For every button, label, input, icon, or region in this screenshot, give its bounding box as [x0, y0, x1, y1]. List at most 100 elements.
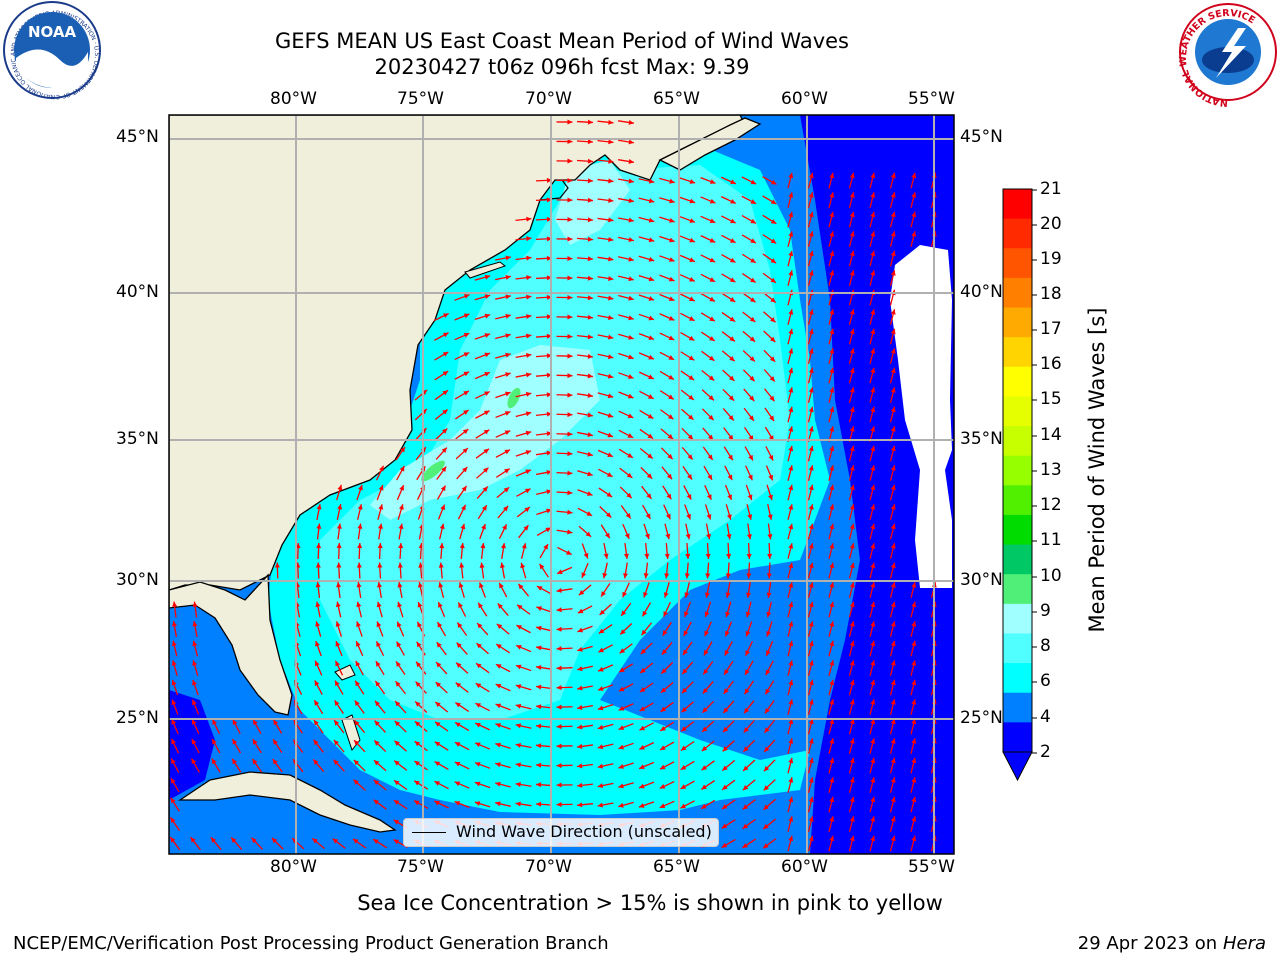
- wind-arrow-head: [374, 700, 381, 707]
- wind-arrow-head: [683, 630, 689, 637]
- wind-arrow-head: [525, 469, 531, 475]
- wind-arrow-head: [701, 745, 708, 751]
- wind-arrow-head: [849, 543, 855, 549]
- wind-arrow-head: [546, 392, 552, 398]
- wind-arrow-head: [474, 801, 481, 806]
- wind-arrow-head: [171, 719, 177, 725]
- wind-arrow-head: [766, 611, 772, 618]
- wind-arrow-head: [705, 553, 711, 559]
- colorbar-tick-label: 19: [1040, 249, 1062, 269]
- wind-arrow-head: [515, 801, 521, 807]
- wind-arrow-head: [829, 816, 835, 822]
- wind-arrow-head: [808, 309, 814, 315]
- wind-arrow-head: [661, 668, 667, 674]
- wind-arrow-head: [587, 139, 593, 145]
- wind-arrow-head: [232, 719, 238, 725]
- wind-arrow-head: [397, 562, 403, 568]
- wind-arrow-head: [353, 759, 360, 766]
- wind-arrow-head: [890, 367, 896, 374]
- wind-arrow-head: [668, 335, 675, 341]
- wind-arrow-head: [639, 706, 646, 712]
- wind-arrow-head: [747, 494, 753, 501]
- wind-arrow-head: [870, 582, 876, 588]
- wind-arrow-head: [727, 454, 733, 461]
- wind-arrow-head: [457, 622, 463, 628]
- wind-arrow-head: [728, 415, 734, 421]
- wind-arrow-head: [526, 216, 532, 222]
- wind-arrow-head: [870, 640, 876, 647]
- wind-arrow-head: [744, 707, 750, 714]
- wind-arrow-head: [911, 211, 917, 218]
- colorbar-tick-label: 10: [1040, 566, 1062, 586]
- wind-arrow-head: [747, 474, 753, 481]
- wind-arrow-head: [454, 742, 461, 747]
- wind-arrow-head: [435, 701, 441, 708]
- colorbar-tick-label: 18: [1040, 284, 1062, 304]
- wind-arrow-head: [479, 582, 484, 589]
- wind-arrow-head: [505, 255, 511, 261]
- wind-arrow-head: [911, 601, 917, 608]
- wind-arrow-head: [648, 315, 655, 321]
- wind-arrow-head: [729, 238, 736, 243]
- lat-label-right-35n: 35°N: [960, 429, 1003, 449]
- lon-label-top-70w: 70°W: [525, 89, 572, 109]
- wind-arrow-head: [440, 504, 445, 511]
- wind-arrow-head: [725, 592, 731, 598]
- wind-arrow-head: [729, 316, 736, 322]
- wind-arrow-head: [624, 533, 630, 539]
- colorbar-swatch: [1003, 337, 1032, 368]
- wind-arrow-head: [911, 679, 917, 686]
- wind-arrow-head: [556, 646, 562, 652]
- wind-arrow-head: [849, 211, 855, 218]
- wind-arrow-head: [808, 835, 814, 842]
- wind-arrow-head: [808, 504, 814, 510]
- wind-arrow-head: [748, 454, 753, 461]
- wind-arrow-head: [808, 445, 814, 452]
- wind-arrow-head: [641, 629, 647, 636]
- wind-arrow-head: [499, 582, 504, 589]
- wind-arrow-head: [808, 523, 814, 530]
- wind-arrow-head: [788, 582, 794, 588]
- deep-blue-sw: [169, 690, 215, 800]
- wind-arrow-head: [626, 492, 632, 499]
- wind-arrow-head: [705, 573, 711, 579]
- wind-arrow-head: [808, 718, 814, 725]
- wind-arrow-head: [626, 472, 633, 478]
- wind-arrow-head: [414, 780, 420, 786]
- colorbar-swatch: [1003, 426, 1032, 457]
- wind-arrow-head: [455, 722, 461, 728]
- wind-arrow-head: [475, 703, 482, 708]
- lon-label-top-75w: 75°W: [397, 89, 444, 109]
- wind-arrow-head: [525, 391, 532, 397]
- wind-arrow-head: [398, 543, 404, 549]
- lon-label-bottom-80w: 80°W: [270, 857, 317, 877]
- wind-arrow-head: [607, 373, 614, 379]
- wind-arrow-head: [567, 431, 573, 437]
- wind-arrow-head: [788, 172, 794, 179]
- wind-arrow-head: [890, 679, 896, 686]
- wind-arrow-head: [397, 621, 402, 628]
- wind-arrow-head: [723, 707, 729, 714]
- wind-arrow-head: [463, 390, 469, 396]
- wind-arrow-head: [702, 707, 708, 713]
- wind-arrow-head: [627, 393, 634, 399]
- wind-arrow-head: [870, 270, 876, 276]
- wind-arrow-head: [747, 514, 753, 520]
- wind-arrow-head: [376, 641, 381, 647]
- wind-arrow-head: [622, 591, 628, 598]
- wind-arrow-head: [788, 699, 794, 705]
- wind-arrow-head: [583, 552, 589, 559]
- wind-arrow-head: [417, 621, 422, 628]
- wind-arrow-head: [849, 621, 855, 627]
- wind-arrow-head: [567, 470, 573, 476]
- wind-arrow-head: [639, 687, 646, 692]
- wind-arrow-head: [640, 667, 646, 674]
- wind-arrow-head: [911, 640, 917, 647]
- wind-arrow-head: [357, 523, 363, 529]
- wind-arrow-head: [703, 649, 709, 656]
- wind-arrow-head: [436, 662, 442, 668]
- wind-arrow-head: [374, 740, 380, 746]
- wind-arrow-head: [398, 523, 404, 529]
- wind-arrow-head: [704, 630, 709, 637]
